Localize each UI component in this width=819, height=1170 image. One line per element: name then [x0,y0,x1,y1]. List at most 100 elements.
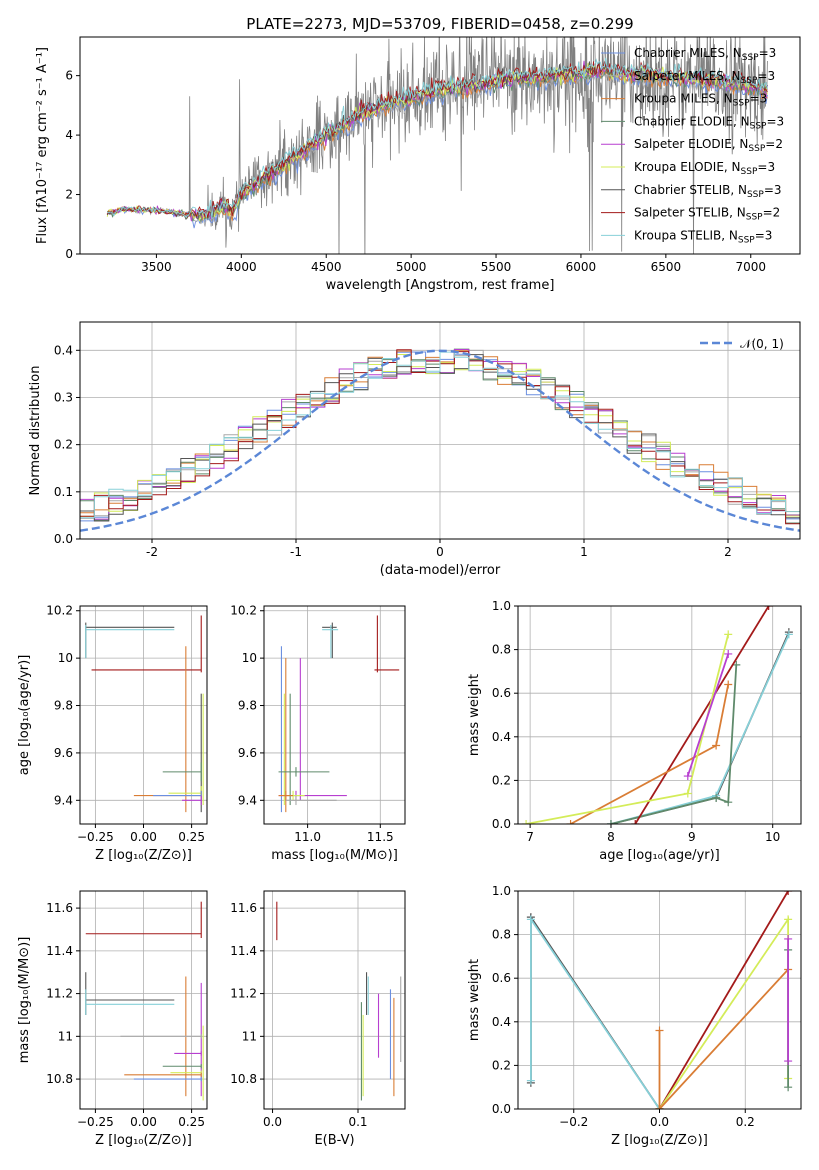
legend-label-text: Chabrier MILES, N [634,46,742,60]
x-axis-label: (data-model)/error [380,563,501,578]
y-tick-label: 11 [58,1029,73,1043]
data-point [85,901,202,939]
y-tick-label: 11.2 [46,987,73,1001]
x-tick-label: 2 [724,545,732,559]
legend-label-text: Salpeter STELIB, N [634,206,746,220]
plot-area-residuals [80,322,800,539]
x-tick-label: 9 [688,830,696,844]
legend-label-text: Chabrier STELIB, N [634,183,747,197]
series-marker [712,793,721,802]
x-tick-label: 0.0 [263,1115,282,1129]
y-tick-label: 0.8 [492,643,511,657]
plot-area-mass-weight-vs-Z [518,891,801,1109]
legend-label-text: Chabrier ELODIE, N [634,114,750,128]
series-line-kroupa-stelib [530,916,661,1109]
y-tick-label: 0.0 [492,1102,511,1116]
observed-spectrum [106,37,768,254]
legend-label: Chabrier ELODIE, NSSP=3 [634,114,784,131]
legend-label: Salpeter STELIB, NSSP=2 [634,206,780,223]
normal-curve [80,349,800,532]
legend-label-tail: =3 [764,183,782,197]
data-point [374,615,400,673]
axes-age-vs-mass: 11.0 11.5 9.4 9.6 9.8 10 10.2 mass [log₁₀(M/M⊙)… [230,604,406,863]
x-tick-label: −0.2 [559,1115,588,1129]
y-tick-label: 0.4 [492,730,511,744]
y-tick-label: 10 [58,651,73,665]
histogram-kroupa-stelib [80,351,800,519]
legend-label-text: Salpeter ELODIE, N [634,137,748,151]
data-point [153,790,202,801]
data-point [85,624,175,659]
axes-frame [79,605,208,825]
series-line-salpeter-elodie [686,653,730,777]
y-tick-label: 0.2 [492,1058,511,1072]
legend-label-text: Kroupa STELIB, N [634,228,738,242]
x-tick-label: 3500 [141,260,172,274]
y-axis-label: mass weight [467,674,482,756]
series-line-kroupa-elodie [525,634,730,824]
series-marker [724,649,733,658]
y-tick-label: 9.8 [238,699,257,713]
legend-label-tail: =3 [750,92,768,106]
data-point [285,795,337,806]
axes-mass-weight-vs-age: 7 8 9 10 0.0 0.2 0.4 0.6 0.8 1.0 age [log₁₀(age/yr… [467,599,802,863]
model-spectrum-kroupa-stelib [107,57,768,220]
legend-label: 𝒩(0, 1) [740,337,784,351]
data-point [124,1072,202,1077]
series-marker [724,680,733,689]
axes-mass-weight-vs-Z: −0.2 0.0 0.2 0.0 0.2 0.4 0.6 0.8 1.0 Z [log₁₀(Z/Z… [467,884,802,1148]
x-axis-label: age [log₁₀(age/yr)] [599,848,720,863]
x-tick-label: 0 [436,545,444,559]
y-tick-label: 10.8 [46,1072,73,1086]
y-axis-label: age [log₁₀(age/yr)] [17,655,32,776]
y-tick-label: 10.2 [46,604,73,618]
legend-label-tail: =2 [765,137,783,151]
axes-mass-vs-ebv: 0.0 0.1 10.8 11 11.2 11.4 11.6 E(B-V) [230,890,406,1148]
y-axis-label: Flux [fλ10⁻¹⁷ erg cm⁻² s⁻¹ A⁻¹] [35,47,50,244]
legend-label-tail: =3 [757,69,775,83]
axes-residuals: -2 -1 0 1 2 0.0 0.1 0.2 0.3 0.4 (data-model)/error… [28,321,801,578]
y-tick-label: 11.4 [230,944,257,958]
x-axis-label: Z [log₁₀(Z/Z⊙)] [95,1133,192,1148]
y-tick-label: 0.6 [492,686,511,700]
axes-frame [517,890,802,1110]
x-tick-label: 6500 [651,260,682,274]
y-tick-label: 10 [242,651,257,665]
data-point [162,1064,202,1069]
x-tick-label: 0.00 [130,1115,157,1129]
legend-label-sub: SSP [738,235,755,245]
legend-label: Chabrier MILES, NSSP=3 [634,46,776,63]
series-line-kroupa-miles [570,684,730,824]
y-tick-label: 6 [65,69,73,83]
x-axis-label: E(B-V) [314,1133,354,1148]
model-spectrum-chabrier-stelib [106,61,768,221]
plot-area-spectrum [106,37,768,254]
series-marker [784,1057,793,1066]
x-tick-label: 0.25 [178,1115,205,1129]
series-line-kroupa-miles [658,968,789,1109]
legend-label-sub: SSP [750,121,767,131]
legend-label-text: Kroupa MILES, N [634,92,733,106]
x-tick-label: 7 [526,830,534,844]
axes-frame [79,890,208,1110]
legend-label-text: Salpeter MILES, N [634,69,741,83]
legend-label: Kroupa ELODIE, NSSP=3 [634,160,775,177]
legend-label: Chabrier STELIB, NSSP=3 [634,183,782,200]
chart-title: PLATE=2273, MJD=53709, FIBERID=0458, z=0… [246,15,633,33]
series-marker [724,798,733,807]
y-tick-label: 4 [65,128,73,142]
y-tick-label: 0.1 [54,485,73,499]
x-tick-label: 0.25 [178,830,205,844]
legend-label: Kroupa STELIB, NSSP=3 [634,228,772,245]
x-tick-label: 4000 [226,260,257,274]
legend-label-tail: =3 [759,46,777,60]
series-marker [784,891,793,895]
plot-area-mass-vs-Z [80,891,207,1109]
y-tick-label: 1.0 [492,599,511,613]
y-tick-label: 9.4 [238,793,257,807]
legend-label-sub: SSP [742,53,759,63]
series-marker [784,915,793,924]
y-axis-label: mass weight [467,959,482,1041]
legend-label-tail: =2 [763,206,781,220]
